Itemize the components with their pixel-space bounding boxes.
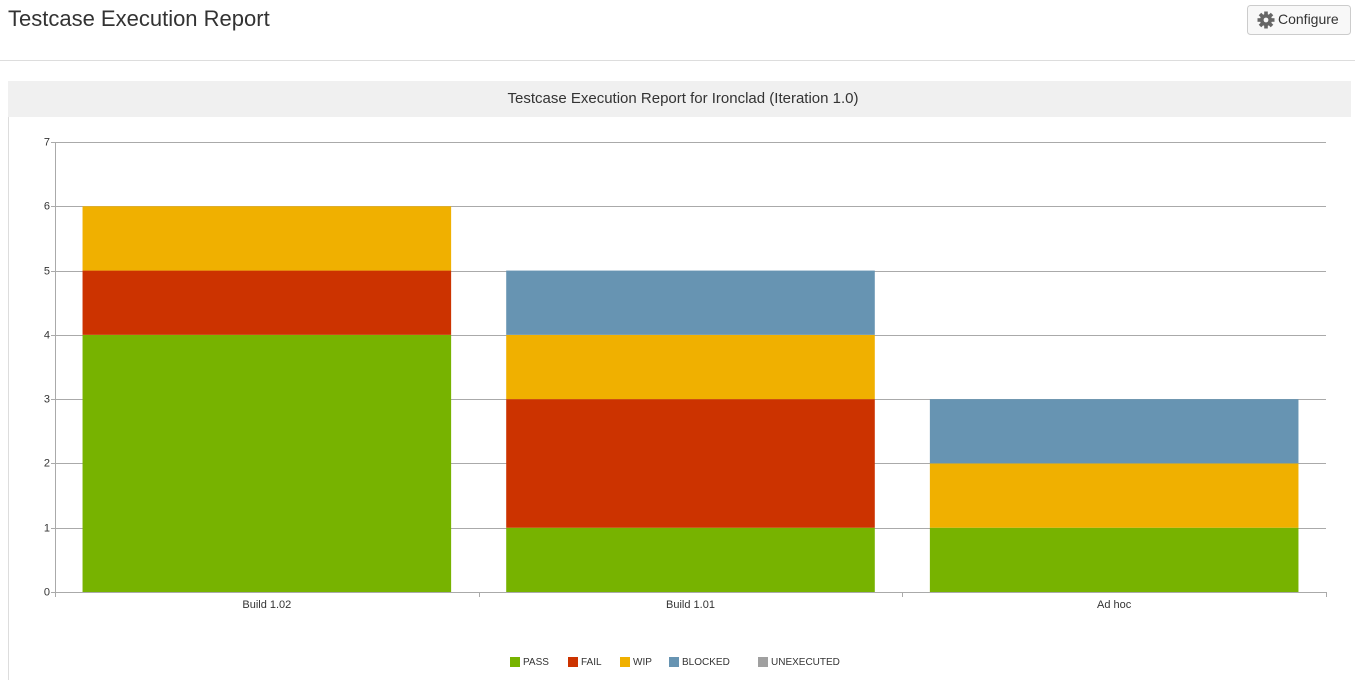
bar-segment [82,334,452,592]
y-tick-label: 3 [44,393,50,405]
plot: 0 1 2 3 4 5 6 7 Build 1.02 Build 1.01 Ad hoc PASS FA… [44,136,1327,668]
bar-segment [929,399,1299,464]
bar-segment [506,334,875,400]
button-label[interactable]: Configure [1278,11,1339,27]
legend-swatch [510,657,520,667]
legend-label: WIP [633,657,652,668]
y-tick-label: 4 [44,329,50,341]
legend-label: FAIL [581,657,602,668]
gear-icon [1257,11,1275,29]
bar-segment [506,527,875,592]
y-tick-label: 7 [44,136,50,148]
legend-label: UNEXECUTED [771,657,840,668]
legend-swatch [568,657,578,667]
x-tick-label: Build 1.02 [242,599,291,611]
y-tick-label: 0 [44,586,50,598]
x-tick-label: Ad hoc [1097,599,1132,611]
y-tick-label: 5 [44,265,50,277]
x-tick-label: Build 1.01 [666,599,715,611]
bar-segment [82,270,452,335]
page-title: Testcase Execution Report [8,6,270,31]
legend-swatch [620,657,630,667]
y-tick-label: 1 [44,522,50,534]
bar-segment [506,270,875,335]
bar-segment [929,463,1299,528]
chart-title: Testcase Execution Report for Ironclad (… [507,90,858,107]
y-tick-label: 6 [44,200,50,212]
configure-button[interactable]: Configure [1247,5,1351,35]
bar-segment [82,206,452,271]
panel-header [8,81,1351,117]
bar-segment [929,527,1299,592]
bar-segment [506,399,875,528]
legend-label: BLOCKED [682,657,730,668]
y-tick-label: 2 [44,457,50,469]
legend-label: PASS [523,657,549,668]
legend-swatch [669,657,679,667]
button-frame[interactable] [1247,5,1351,35]
legend-swatch [758,657,768,667]
